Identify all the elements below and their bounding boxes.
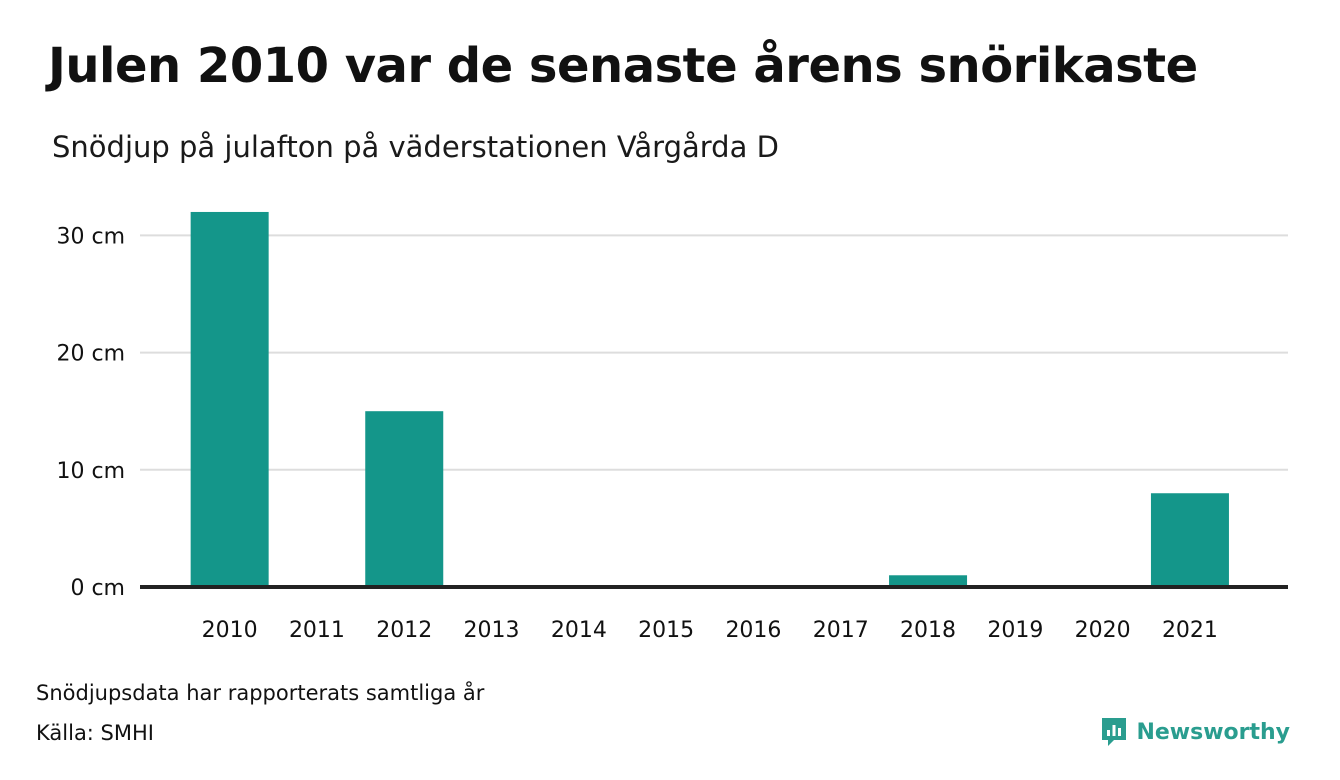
y-tick-label: 0 cm (70, 576, 125, 601)
x-tick-label: 2017 (813, 618, 869, 643)
x-tick-label: 2018 (900, 618, 956, 643)
x-tick-label: 2021 (1162, 618, 1218, 643)
bar-chart: 0 cm 10 cm 20 cm 30 cm 2010 2011 2012 2013 2014 2… (56, 211, 1288, 643)
bar-2010 (190, 211, 269, 587)
brand-name: Newsworthy (1136, 719, 1290, 745)
chart-title: Julen 2010 var de senaste årens snörikas… (48, 38, 1198, 94)
x-tick-label: 2016 (725, 618, 781, 643)
bar-2012 (365, 411, 444, 587)
x-tick-label: 2014 (551, 618, 607, 643)
x-tick-label: 2015 (638, 618, 694, 643)
source-credit: Källa: SMHI (36, 721, 154, 745)
x-tick-label: 2019 (987, 618, 1043, 643)
x-tick-label: 2020 (1075, 618, 1131, 643)
x-tick-label: 2013 (464, 618, 520, 643)
newsworthy-logo-icon (1102, 718, 1127, 746)
y-tick-label: 20 cm (56, 342, 125, 367)
bar-2018 (889, 575, 968, 587)
chart-subtitle: Snödjup på julafton på väderstationen Vå… (52, 130, 779, 164)
bar-2021 (1150, 493, 1229, 587)
x-tick-label: 2012 (376, 618, 432, 643)
y-tick-label: 30 cm (56, 224, 125, 249)
y-tick-label: 10 cm (56, 459, 125, 484)
x-tick-label: 2011 (289, 618, 345, 643)
brand-logo-block[interactable]: Newsworthy (1100, 716, 1290, 748)
footnote: Snödjupsdata har rapporterats samtliga å… (36, 681, 485, 705)
x-tick-label: 2010 (202, 618, 258, 643)
